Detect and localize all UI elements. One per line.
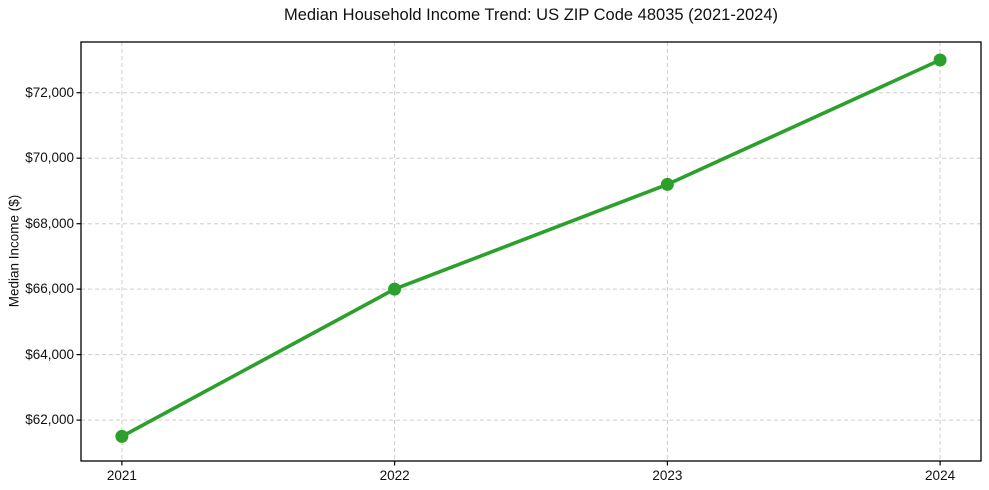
- data-point-marker: [115, 429, 129, 443]
- y-tick-label: $64,000: [25, 346, 74, 362]
- data-point-marker: [933, 53, 947, 67]
- x-tick-label: 2022: [379, 468, 410, 483]
- x-tick-label: 2024: [925, 468, 956, 483]
- x-tick-label: 2023: [652, 468, 683, 483]
- income-trend-line: [120, 58, 942, 439]
- y-tick-label: $68,000: [25, 215, 74, 231]
- y-tick-label: $70,000: [25, 150, 74, 166]
- chart-title: Median Household Income Trend: US ZIP Co…: [283, 6, 779, 24]
- y-tick-label: $66,000: [25, 281, 74, 297]
- x-tick-label: 2021: [106, 468, 137, 483]
- data-point-marker: [660, 177, 674, 191]
- plot-frame: [80, 41, 982, 462]
- data-point-marker: [388, 282, 402, 296]
- y-tick-label: $62,000: [25, 412, 74, 428]
- y-tick-label: $72,000: [25, 84, 74, 100]
